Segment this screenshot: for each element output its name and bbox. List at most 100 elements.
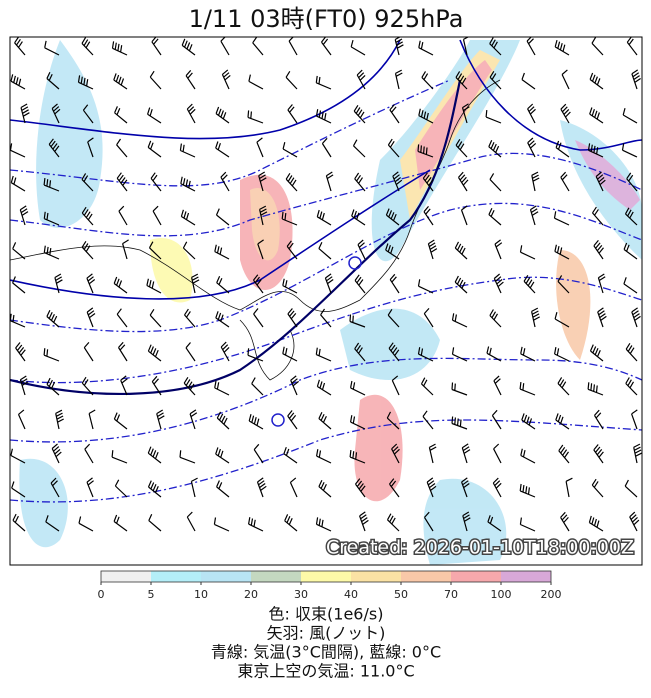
wind-barb [10,143,26,158]
wind-barb [285,172,298,192]
wind-barb [215,447,230,464]
wind-barb [257,239,264,260]
wind-barb [285,70,298,90]
wind-barb [184,308,196,328]
wind-barb [423,307,434,328]
wind-barb [519,517,536,532]
wind-barb [282,278,298,294]
wind-barb [10,175,26,192]
wind-barb [554,346,570,362]
wind-barb [287,308,298,328]
wind-barb [593,240,604,260]
wind-barb [557,377,570,396]
wind-barb [83,342,94,362]
wind-barb [50,477,60,498]
wind-barb [86,273,96,294]
wind-barb [282,142,298,158]
wind-barb [44,40,60,56]
wind-barb [146,278,162,294]
wind-barb [116,138,128,158]
wind-barb [287,410,298,430]
wind-barb [10,74,26,90]
wind-barb [288,37,298,56]
wind-barb [389,478,400,498]
wind-barb [560,171,570,192]
wind-barb [520,346,536,362]
wind-barb [318,412,332,430]
colorbar-tick-label: 70 [444,588,458,601]
wind-barb [428,443,437,464]
wind-barb [84,443,94,464]
wind-barb [46,309,60,328]
wind-barb [531,307,540,328]
wind-barb [554,244,570,260]
wind-barb [45,515,60,532]
wind-barb [591,37,604,56]
wind-barb [493,273,504,294]
wind-barb [182,241,196,260]
wind-barb [156,409,165,430]
wind-barb [555,140,570,158]
colorbar-tick-label: 10 [194,588,208,601]
wind-barb [359,511,369,532]
wind-barb [589,344,604,362]
wind-barb [321,37,332,56]
wind-barb [183,376,196,396]
wind-barb [325,171,334,192]
wind-barb [186,511,196,532]
wind-barb [488,208,502,226]
wind-barb [487,515,502,532]
wind-barb [352,139,366,158]
wind-barb [489,37,502,56]
wind-barb [213,517,230,532]
wind-barb [455,138,468,158]
wind-barb [149,308,162,328]
map [10,37,642,565]
wind-barb [215,141,230,158]
wind-barb [81,240,94,260]
wind-barb [147,446,162,464]
wind-barb [78,516,94,532]
wind-barb [248,74,264,90]
wind-barb [221,69,231,90]
wind-barb [560,103,571,124]
wind-barb [591,478,604,498]
wind-barb [216,480,230,498]
colorbar-segment [301,571,351,582]
wind-barb [316,449,332,464]
colorbar-segment [401,571,451,582]
wind-barb [488,140,502,158]
wind-barb [253,308,264,328]
wind-barb [357,239,366,260]
wind-barb [520,448,536,464]
wind-barb [15,342,26,362]
wind-barb [253,443,264,464]
wind-barb [486,346,502,362]
wind-barb [287,104,298,124]
wind-barb [19,375,29,396]
wind-barb [114,106,128,124]
caption-line: 東京上空の気温: 11.0°C [237,662,414,681]
wind-barb [51,443,62,464]
wind-barb [315,75,332,90]
wind-barb [587,382,604,396]
wind-barb [389,104,400,124]
wind-barb [593,409,604,430]
wind-barb [147,107,162,124]
wind-barb [455,71,468,90]
wind-barb [451,382,468,396]
wind-barb [587,143,604,158]
wind-barb [289,477,298,498]
wind-barb [631,69,641,90]
wind-barb [113,276,128,294]
wind-barb [256,477,267,498]
wind-barb [493,443,502,464]
wind-barb [216,411,230,430]
wind-barb [554,312,570,328]
wind-barb [597,273,606,294]
wind-barb [248,517,264,532]
wind-barb [315,109,332,124]
wind-barb [633,443,642,464]
colorbar-segment [251,571,301,582]
